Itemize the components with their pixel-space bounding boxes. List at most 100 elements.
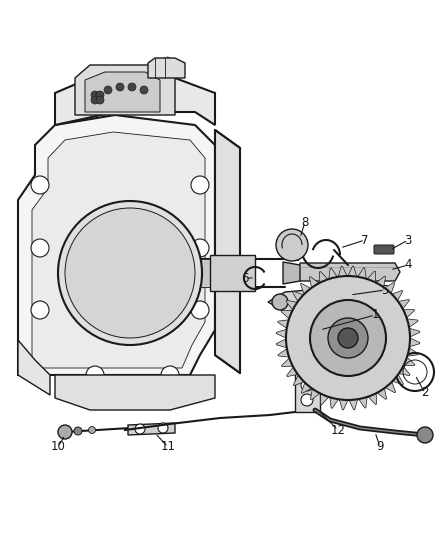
Text: 1: 1: [371, 309, 379, 321]
Polygon shape: [385, 382, 396, 393]
Polygon shape: [348, 266, 357, 277]
Circle shape: [191, 176, 209, 194]
Polygon shape: [128, 423, 175, 435]
Polygon shape: [293, 291, 304, 302]
Polygon shape: [281, 310, 292, 319]
Circle shape: [31, 176, 49, 194]
Polygon shape: [399, 366, 410, 376]
Polygon shape: [368, 393, 377, 405]
Circle shape: [88, 426, 95, 433]
Polygon shape: [392, 290, 403, 301]
Circle shape: [128, 83, 136, 91]
Text: 6: 6: [241, 271, 249, 285]
Polygon shape: [330, 397, 338, 408]
Circle shape: [116, 83, 124, 91]
Polygon shape: [268, 288, 345, 312]
Polygon shape: [329, 268, 337, 279]
Polygon shape: [376, 276, 385, 287]
Circle shape: [286, 276, 410, 400]
Text: 12: 12: [331, 424, 346, 437]
Circle shape: [276, 229, 308, 261]
Polygon shape: [75, 65, 175, 115]
Text: 11: 11: [160, 440, 176, 454]
Text: 7: 7: [361, 233, 369, 246]
Circle shape: [91, 96, 99, 104]
Circle shape: [58, 425, 72, 439]
Circle shape: [328, 318, 368, 358]
Polygon shape: [293, 375, 304, 385]
Text: 9: 9: [376, 440, 384, 454]
Polygon shape: [55, 78, 215, 125]
Polygon shape: [282, 358, 293, 367]
Polygon shape: [278, 349, 289, 357]
Polygon shape: [339, 399, 348, 410]
Polygon shape: [403, 309, 414, 318]
Polygon shape: [349, 399, 358, 410]
Polygon shape: [385, 282, 395, 294]
Polygon shape: [18, 340, 50, 395]
Circle shape: [161, 366, 179, 384]
Circle shape: [140, 86, 148, 94]
Circle shape: [65, 208, 195, 338]
Polygon shape: [278, 320, 289, 328]
Polygon shape: [338, 266, 347, 277]
Circle shape: [31, 301, 49, 319]
Circle shape: [417, 427, 433, 443]
Circle shape: [91, 91, 99, 99]
Circle shape: [86, 366, 104, 384]
Circle shape: [301, 362, 313, 374]
Text: 10: 10: [50, 440, 65, 454]
Circle shape: [338, 328, 358, 348]
Polygon shape: [55, 375, 215, 410]
Polygon shape: [398, 300, 410, 309]
Circle shape: [96, 96, 104, 104]
Polygon shape: [300, 263, 400, 281]
Circle shape: [301, 394, 313, 406]
Circle shape: [191, 239, 209, 257]
Polygon shape: [404, 357, 415, 366]
Polygon shape: [392, 375, 403, 385]
Polygon shape: [295, 355, 320, 412]
Polygon shape: [407, 319, 418, 327]
Polygon shape: [309, 277, 319, 288]
Polygon shape: [286, 301, 297, 310]
Polygon shape: [358, 268, 366, 279]
Polygon shape: [301, 383, 311, 393]
Circle shape: [191, 301, 209, 319]
Polygon shape: [283, 262, 305, 284]
FancyBboxPatch shape: [374, 245, 394, 254]
Circle shape: [58, 201, 202, 345]
Polygon shape: [367, 271, 375, 282]
Polygon shape: [276, 339, 287, 348]
Polygon shape: [377, 388, 387, 399]
Circle shape: [135, 424, 145, 434]
Circle shape: [301, 379, 313, 391]
Polygon shape: [215, 130, 240, 373]
Text: 5: 5: [381, 284, 389, 296]
Polygon shape: [210, 255, 255, 291]
Circle shape: [96, 91, 104, 99]
Circle shape: [74, 427, 82, 435]
Polygon shape: [300, 283, 311, 294]
Polygon shape: [18, 115, 215, 375]
Polygon shape: [321, 394, 329, 405]
Polygon shape: [409, 328, 420, 337]
Polygon shape: [319, 271, 328, 283]
Polygon shape: [32, 132, 205, 368]
Text: 3: 3: [404, 233, 412, 246]
Polygon shape: [276, 329, 286, 338]
Circle shape: [158, 423, 168, 433]
Polygon shape: [359, 397, 367, 408]
Circle shape: [272, 294, 288, 310]
Circle shape: [104, 86, 112, 94]
Circle shape: [310, 300, 386, 376]
Polygon shape: [155, 259, 210, 287]
Text: 2: 2: [421, 386, 429, 400]
Polygon shape: [407, 348, 418, 356]
Polygon shape: [148, 58, 185, 78]
Circle shape: [31, 239, 49, 257]
Polygon shape: [286, 367, 298, 377]
Polygon shape: [311, 389, 320, 400]
Polygon shape: [85, 72, 160, 112]
Polygon shape: [410, 338, 420, 347]
